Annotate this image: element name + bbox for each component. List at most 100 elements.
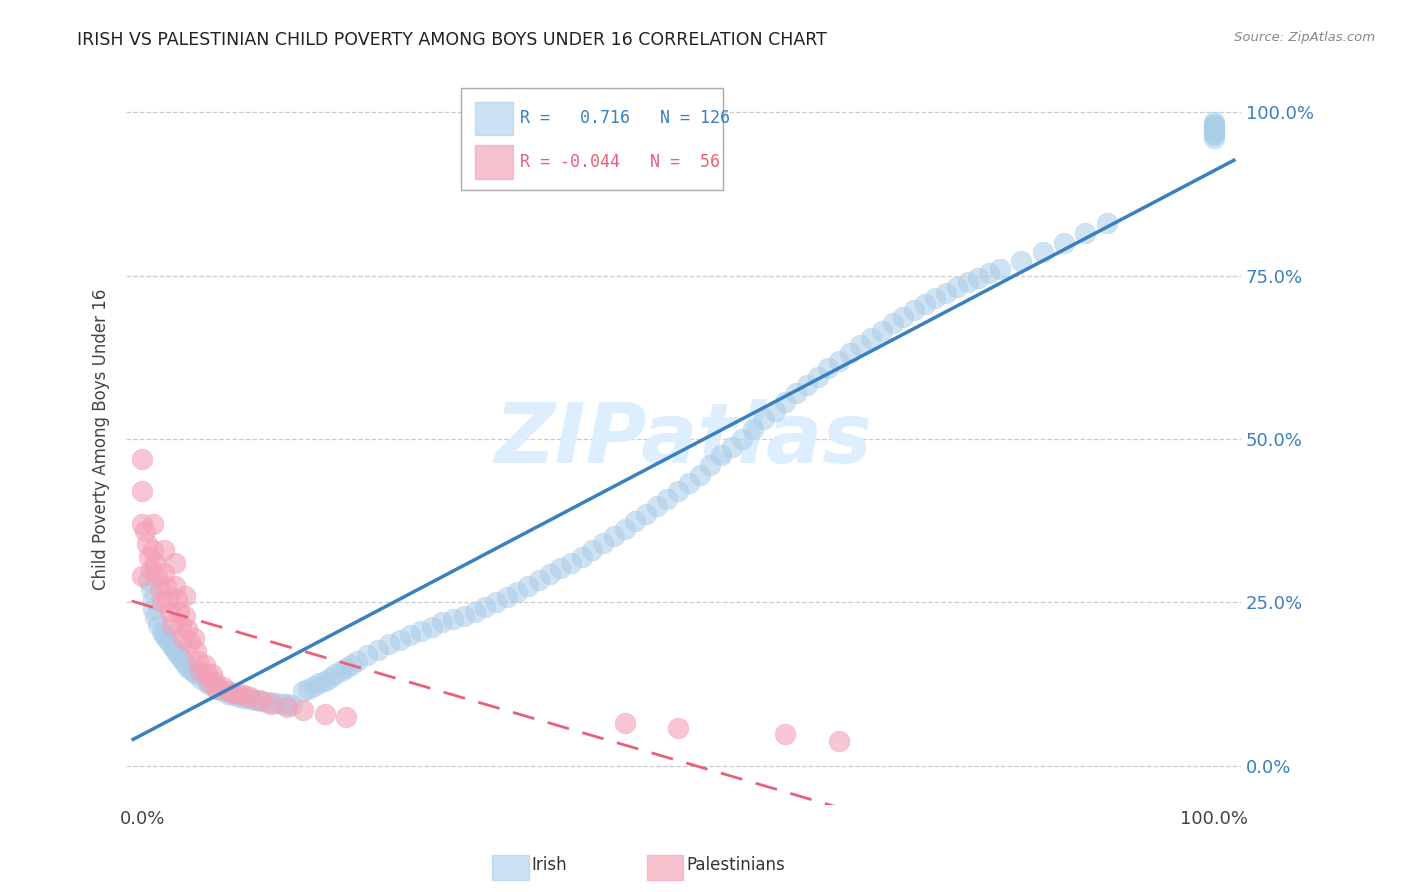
Point	[148, 582, 170, 597]
Point	[201, 667, 224, 681]
Point	[183, 632, 205, 646]
Point	[136, 573, 159, 587]
Point	[432, 615, 454, 629]
Point	[319, 671, 342, 685]
Point	[882, 316, 904, 330]
Point	[142, 592, 165, 607]
Point	[131, 451, 153, 466]
Point	[211, 681, 233, 695]
Point	[1202, 123, 1225, 137]
Point	[710, 449, 733, 463]
Point	[207, 681, 229, 696]
Point	[1202, 125, 1225, 139]
Point	[527, 573, 550, 587]
Point	[217, 683, 239, 698]
Point	[157, 592, 180, 607]
Point	[956, 275, 979, 289]
Point	[860, 331, 883, 345]
Point	[742, 422, 765, 436]
Point	[699, 458, 721, 472]
Point	[603, 529, 626, 543]
Point	[645, 500, 668, 514]
Point	[1202, 125, 1225, 139]
Point	[1202, 115, 1225, 129]
Point	[163, 579, 186, 593]
Point	[1010, 253, 1032, 268]
Point	[474, 600, 496, 615]
Text: Irish: Irish	[531, 856, 567, 874]
Point	[180, 663, 202, 677]
Point	[946, 280, 969, 294]
Point	[785, 386, 807, 401]
Point	[139, 563, 162, 577]
Point	[1032, 245, 1054, 260]
Point	[1202, 126, 1225, 140]
Point	[233, 690, 256, 705]
Point	[207, 681, 229, 696]
Point	[1202, 120, 1225, 134]
Point	[441, 612, 464, 626]
Point	[302, 679, 325, 693]
Point	[592, 536, 614, 550]
Point	[967, 270, 990, 285]
Point	[314, 706, 336, 721]
Point	[1202, 121, 1225, 136]
Point	[775, 395, 797, 409]
Point	[517, 579, 540, 593]
Point	[155, 579, 177, 593]
Point	[276, 700, 298, 714]
Point	[281, 698, 304, 712]
Point	[624, 515, 647, 529]
Point	[260, 696, 283, 710]
Point	[148, 618, 170, 632]
Point	[159, 605, 181, 619]
Point	[988, 262, 1011, 277]
Point	[195, 667, 218, 681]
Point	[170, 618, 193, 632]
Point	[581, 543, 603, 558]
Point	[222, 686, 245, 700]
Point	[131, 484, 153, 499]
Point	[838, 345, 860, 359]
Point	[689, 467, 711, 482]
Text: Palestinians: Palestinians	[686, 856, 785, 874]
Point	[796, 378, 818, 392]
Point	[678, 475, 700, 490]
Point	[176, 622, 198, 636]
Point	[142, 543, 165, 558]
Point	[340, 657, 363, 672]
Point	[1202, 128, 1225, 142]
Point	[763, 404, 786, 418]
Point	[335, 661, 357, 675]
Point	[634, 507, 657, 521]
Text: IRISH VS PALESTINIAN CHILD POVERTY AMONG BOYS UNDER 16 CORRELATION CHART: IRISH VS PALESTINIAN CHILD POVERTY AMONG…	[77, 31, 827, 49]
FancyBboxPatch shape	[475, 145, 513, 179]
Point	[276, 698, 298, 712]
FancyBboxPatch shape	[475, 102, 513, 136]
Point	[228, 690, 250, 704]
Point	[184, 644, 207, 658]
Point	[190, 672, 212, 686]
Point	[254, 695, 277, 709]
Point	[211, 684, 233, 698]
Point	[828, 353, 851, 368]
Point	[367, 642, 389, 657]
Point	[550, 561, 572, 575]
Point	[613, 522, 636, 536]
Point	[323, 667, 346, 681]
Point	[163, 556, 186, 570]
Point	[260, 697, 283, 711]
Point	[666, 721, 689, 735]
Point	[666, 483, 689, 498]
Point	[162, 639, 184, 653]
Point	[270, 697, 292, 711]
Point	[308, 676, 330, 690]
Point	[828, 734, 851, 748]
Point	[806, 370, 828, 384]
Point	[222, 688, 245, 702]
Point	[329, 664, 352, 678]
Point	[135, 536, 157, 550]
Point	[924, 291, 946, 305]
Point	[935, 285, 957, 300]
Point	[169, 649, 191, 664]
